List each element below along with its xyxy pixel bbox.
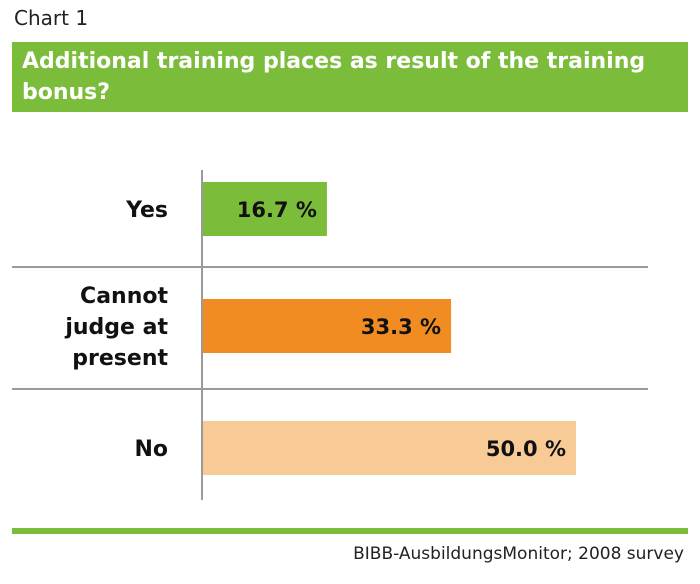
bar-value-label-3: 50.0 % <box>486 437 566 461</box>
title-band: Additional training places as result of … <box>12 42 688 112</box>
category-label-1: Yes <box>125 198 168 223</box>
bar-value-label-1: 16.7 % <box>237 198 317 222</box>
bottom-divider <box>12 528 688 534</box>
category-label-line: judge at <box>64 315 168 340</box>
bar-value-label-2: 33.3 % <box>361 315 441 339</box>
bar-2 <box>202 299 452 353</box>
category-label-line: present <box>72 346 168 371</box>
source-note: BIBB-AusbildungsMonitor; 2008 survey <box>353 544 684 564</box>
chart-title: Additional training places as result of … <box>22 49 646 105</box>
category-label-line: Yes <box>125 198 168 223</box>
plot-area: 16.7 % Yes 33.3 % Cannot judge at present 50.0… <box>12 170 648 500</box>
bar-1 <box>202 182 327 236</box>
chart-number-label: Chart 1 <box>14 6 89 30</box>
bar-3 <box>202 421 576 475</box>
category-label-line: No <box>134 437 168 462</box>
category-label-2: Cannot judge at present <box>64 284 168 371</box>
category-label-line: Cannot <box>80 284 168 309</box>
category-label-3: No <box>134 437 168 462</box>
